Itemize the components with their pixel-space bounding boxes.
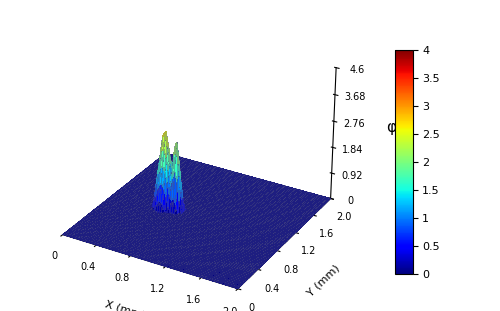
Y-axis label: Y (mm): Y (mm): [306, 263, 342, 298]
X-axis label: X (mm): X (mm): [104, 299, 146, 311]
